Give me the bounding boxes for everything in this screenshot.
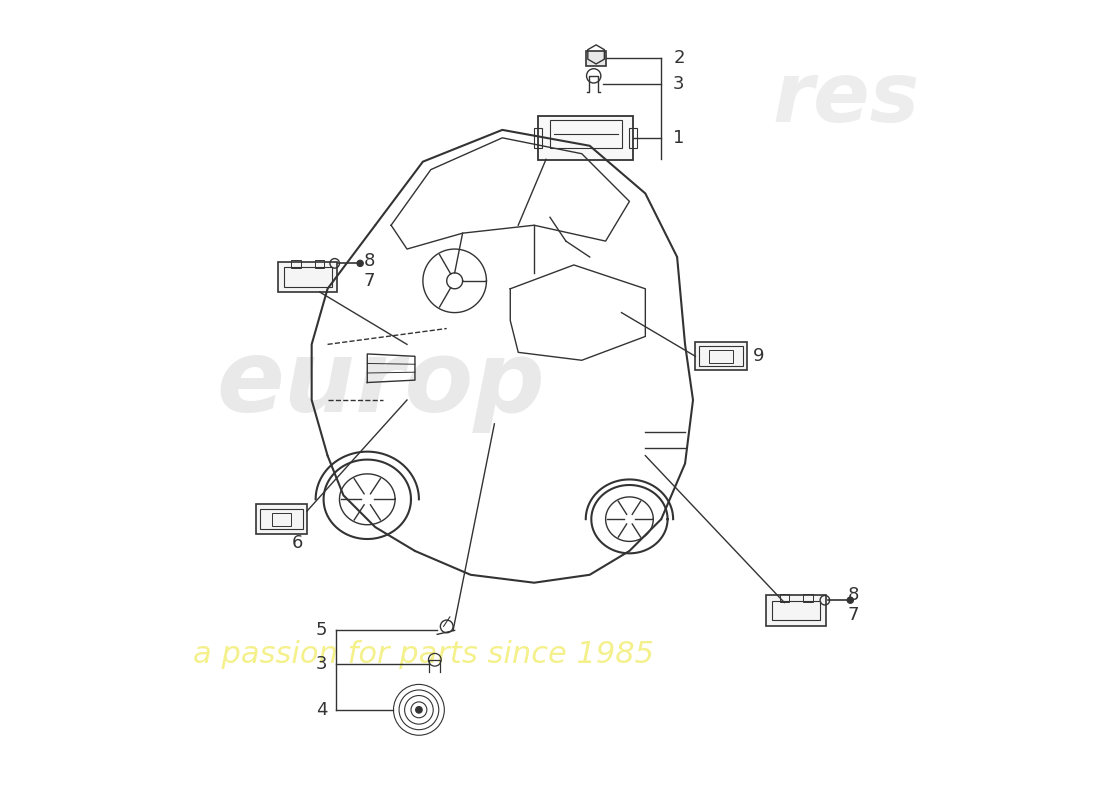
Text: 9: 9 [752,347,764,366]
Text: 2: 2 [673,50,684,67]
Text: 6: 6 [292,534,304,552]
Text: 8: 8 [363,252,375,270]
Bar [284,267,331,286]
Bar [315,260,324,268]
Text: 4: 4 [316,701,328,719]
Text: res: res [772,58,920,138]
Circle shape [358,260,363,266]
Bar [772,601,821,621]
Circle shape [847,597,854,603]
Text: 8: 8 [848,586,859,604]
Bar [803,594,813,602]
Bar [629,128,637,148]
Circle shape [416,706,422,713]
Bar [292,260,300,268]
Bar [535,128,542,148]
Bar [708,350,733,362]
Bar [767,595,826,626]
Text: 3: 3 [673,75,684,93]
Bar [550,120,622,148]
Text: europ: europ [217,336,546,433]
Bar [538,116,634,160]
Bar [695,342,747,370]
Bar [586,51,606,66]
Bar [698,346,742,366]
Bar [272,513,292,526]
Bar [255,504,307,534]
Text: 7: 7 [363,272,375,290]
Text: 5: 5 [316,622,328,639]
Text: 3: 3 [316,654,328,673]
Bar [278,262,338,292]
Text: a passion for parts since 1985: a passion for parts since 1985 [192,640,653,669]
Text: 7: 7 [848,606,859,623]
Bar [260,510,304,529]
Bar [780,594,789,602]
Text: 1: 1 [673,129,684,147]
